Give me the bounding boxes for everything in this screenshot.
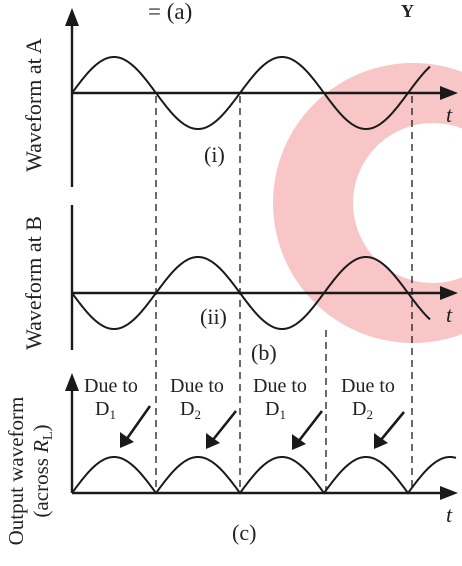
annotation-3: Due to D1 [253, 375, 307, 422]
annotation-3-diode: D1 [265, 398, 286, 422]
arrow-d2-second [374, 411, 406, 449]
pink-ring [273, 63, 462, 343]
waveform-a-sine [71, 56, 431, 130]
panel-i-tag: (i) [204, 142, 225, 167]
panel-c-axes [65, 373, 458, 500]
panel-ii-axis-label: t [446, 302, 453, 327]
panel-c-ylabel-line1: Output waveform [4, 397, 28, 546]
waveform-b-sine [71, 256, 431, 330]
panel-i-axes [65, 8, 458, 187]
annotation-2-diode: D2 [180, 398, 201, 422]
pink-ring-overlay [273, 63, 462, 343]
annotation-2: Due to D2 [170, 375, 224, 422]
panel-c-axis-label: t [446, 502, 453, 527]
output-rectified-waveform [71, 456, 457, 495]
panel-ii-axes [70, 205, 458, 350]
middle-tag-b: (b) [251, 340, 277, 365]
panel-ii-ylabel: Waveform at B [21, 216, 46, 350]
panel-ii-tag: (ii) [200, 304, 227, 329]
top-fragment-right: Y [401, 1, 414, 21]
annotation-1-prefix: Due to [84, 375, 138, 397]
arrow-d1-first [120, 405, 152, 448]
annotation-arrows [120, 405, 406, 450]
annotation-4-diode: D2 [352, 398, 373, 422]
arrow-d2-first [206, 410, 238, 449]
annotation-2-prefix: Due to [170, 375, 224, 397]
annotation-4-prefix: Due to [341, 375, 395, 397]
annotation-1: Due to D1 [84, 375, 138, 422]
dashed-guides [155, 96, 413, 493]
annotation-1-diode: D1 [95, 398, 116, 422]
panel-i-axis-label: t [446, 102, 453, 127]
panel-i-ylabel: Waveform at A [21, 38, 46, 172]
top-fragment-left: = (a) [148, 0, 192, 24]
annotation-3-prefix: Due to [253, 375, 307, 397]
panel-c-tag: (c) [232, 520, 256, 545]
panel-c-ylabel-line2: (across RL) [29, 424, 56, 517]
annotation-4: Due to D2 [341, 375, 395, 422]
arrow-d1-second [292, 410, 324, 450]
